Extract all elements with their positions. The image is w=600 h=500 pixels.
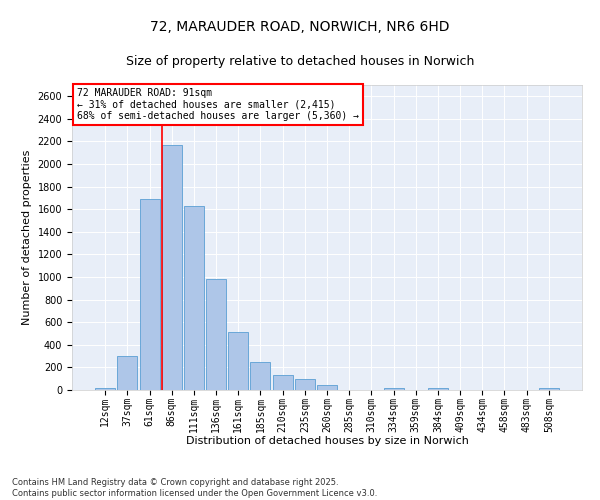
Bar <box>228 332 248 390</box>
X-axis label: Distribution of detached houses by size in Norwich: Distribution of detached houses by size … <box>185 436 469 446</box>
Bar <box>272 376 293 390</box>
Text: Contains HM Land Registry data © Crown copyright and database right 2025.
Contai: Contains HM Land Registry data © Crown c… <box>12 478 377 498</box>
Bar <box>140 199 160 390</box>
Bar <box>428 388 448 390</box>
Bar <box>383 388 404 390</box>
Text: Size of property relative to detached houses in Norwich: Size of property relative to detached ho… <box>126 55 474 68</box>
Bar <box>317 386 337 390</box>
Bar <box>539 388 559 390</box>
Text: 72, MARAUDER ROAD, NORWICH, NR6 6HD: 72, MARAUDER ROAD, NORWICH, NR6 6HD <box>150 20 450 34</box>
Bar <box>95 388 115 390</box>
Bar <box>250 362 271 390</box>
Bar <box>206 280 226 390</box>
Bar <box>162 145 182 390</box>
Bar <box>295 380 315 390</box>
Bar <box>118 356 137 390</box>
Y-axis label: Number of detached properties: Number of detached properties <box>22 150 32 325</box>
Text: 72 MARAUDER ROAD: 91sqm
← 31% of detached houses are smaller (2,415)
68% of semi: 72 MARAUDER ROAD: 91sqm ← 31% of detache… <box>77 88 359 121</box>
Bar <box>184 206 204 390</box>
